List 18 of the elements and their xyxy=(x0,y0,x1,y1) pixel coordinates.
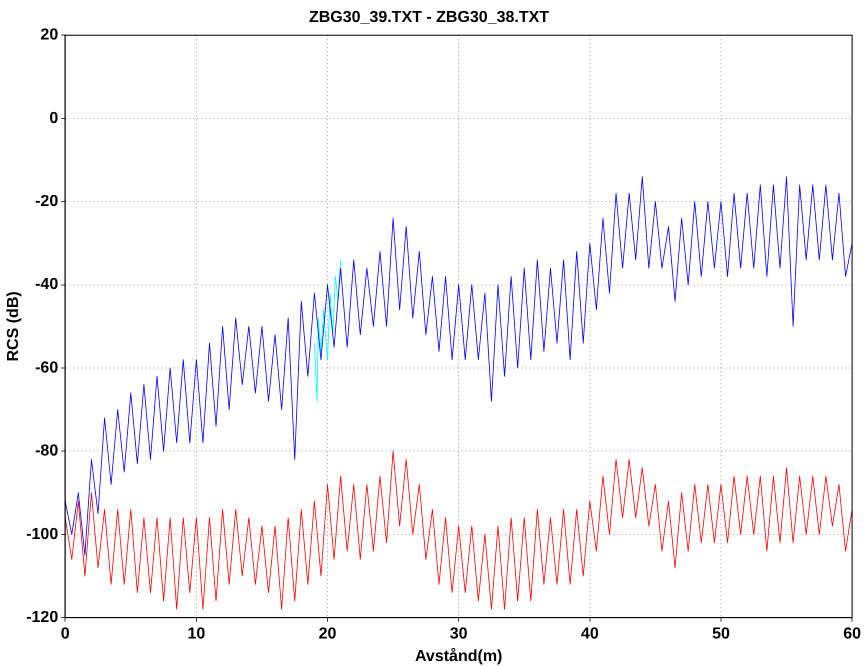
y-tick-label: 0 xyxy=(49,110,58,127)
x-tick-label: 30 xyxy=(450,626,468,643)
y-tick-label: 20 xyxy=(40,26,58,44)
y-tick-label: -80 xyxy=(35,442,58,460)
y-tick-label: -120 xyxy=(26,609,58,626)
x-tick-label: 40 xyxy=(580,626,599,643)
chart-title: ZBG30_39.TXT - ZBG30_38.TXT xyxy=(308,9,550,26)
x-tick-label: 0 xyxy=(60,626,70,643)
x-axis-title: Avstånd(m) xyxy=(414,646,502,665)
y-tick-label: -100 xyxy=(26,526,58,543)
y-tick-label: -60 xyxy=(35,359,58,376)
x-tick-label: 10 xyxy=(187,626,206,643)
y-tick-label: -20 xyxy=(35,193,58,210)
x-tick-label: 60 xyxy=(843,626,862,643)
x-tick-label: 20 xyxy=(318,626,337,643)
y-tick-label: -40 xyxy=(35,276,58,294)
x-tick-label: 50 xyxy=(712,626,730,643)
y-axis-title: RCS (dB) xyxy=(5,291,22,362)
